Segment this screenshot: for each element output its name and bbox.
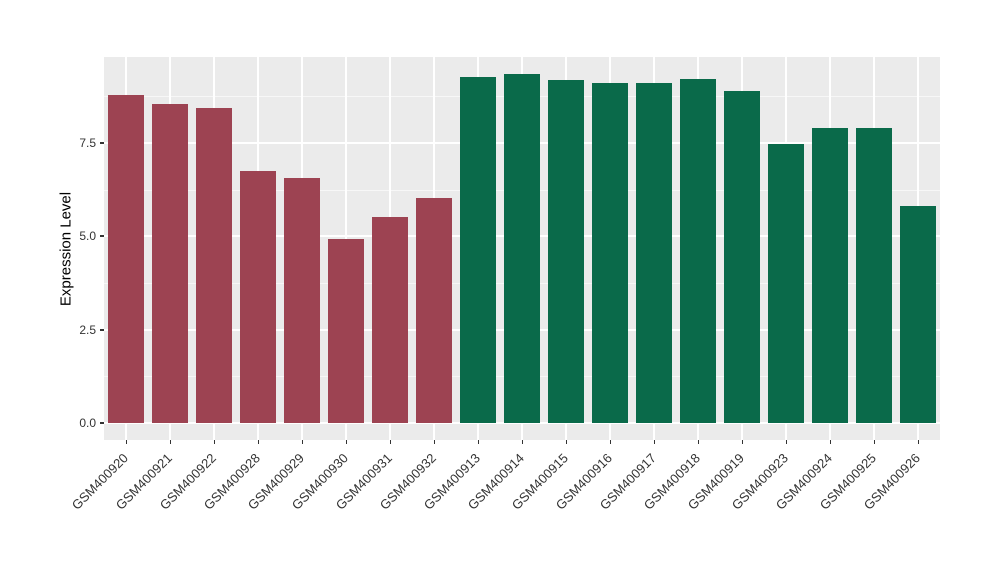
- bar-gsm400929: [284, 177, 320, 423]
- x-axis-tick: [609, 440, 611, 444]
- y-axis-title: Expression Level: [57, 191, 75, 306]
- bar-gsm400913: [460, 76, 496, 423]
- x-axis-tick: [917, 440, 919, 444]
- bar-gsm400916: [592, 82, 628, 423]
- bar-gsm400915: [548, 79, 584, 423]
- y-axis-tick: [100, 235, 104, 238]
- x-axis-tick: [169, 440, 171, 444]
- y-tick-label: 0.0: [79, 416, 96, 430]
- x-axis-tick: [521, 440, 523, 444]
- x-axis-tick: [213, 440, 215, 444]
- bar-gsm400928: [240, 171, 276, 423]
- x-axis-tick: [653, 440, 655, 444]
- x-axis-tick: [565, 440, 567, 444]
- x-axis-tick: [257, 440, 259, 444]
- bar-gsm400922: [196, 108, 232, 423]
- x-axis-tick: [873, 440, 875, 444]
- bar-gsm400919: [724, 90, 760, 423]
- bar-gsm400924: [812, 128, 848, 423]
- y-axis-tick: [100, 142, 104, 145]
- x-axis-tick: [433, 440, 435, 444]
- bar-gsm400925: [856, 127, 892, 423]
- bar-gsm400918: [680, 79, 716, 423]
- y-axis-tick: [100, 422, 104, 424]
- x-axis-tick: [301, 440, 303, 444]
- bar-gsm400930: [328, 239, 364, 423]
- x-axis-tick: [785, 440, 787, 444]
- y-tick-label: 7.5: [79, 136, 96, 151]
- y-tick-label: 2.5: [79, 322, 96, 337]
- x-axis-tick: [741, 440, 743, 444]
- bar-gsm400932: [416, 197, 452, 423]
- x-axis-tick: [697, 440, 699, 444]
- x-axis-tick: [345, 440, 347, 444]
- x-axis-tick: [389, 440, 391, 444]
- plot-panel: [104, 57, 940, 440]
- bar-gsm400917: [636, 83, 672, 423]
- bar-gsm400914: [504, 74, 540, 423]
- x-axis-tick: [125, 440, 127, 444]
- x-axis-tick: [829, 440, 831, 444]
- y-tick-label: 5.0: [79, 229, 96, 244]
- y-axis-tick: [100, 328, 104, 331]
- bar-gsm400920: [108, 95, 144, 423]
- bar-gsm400923: [768, 143, 804, 423]
- bar-gsm400926: [900, 205, 936, 423]
- bar-gsm400921: [152, 103, 188, 423]
- bar-gsm400931: [372, 217, 408, 423]
- x-axis-tick: [477, 440, 479, 444]
